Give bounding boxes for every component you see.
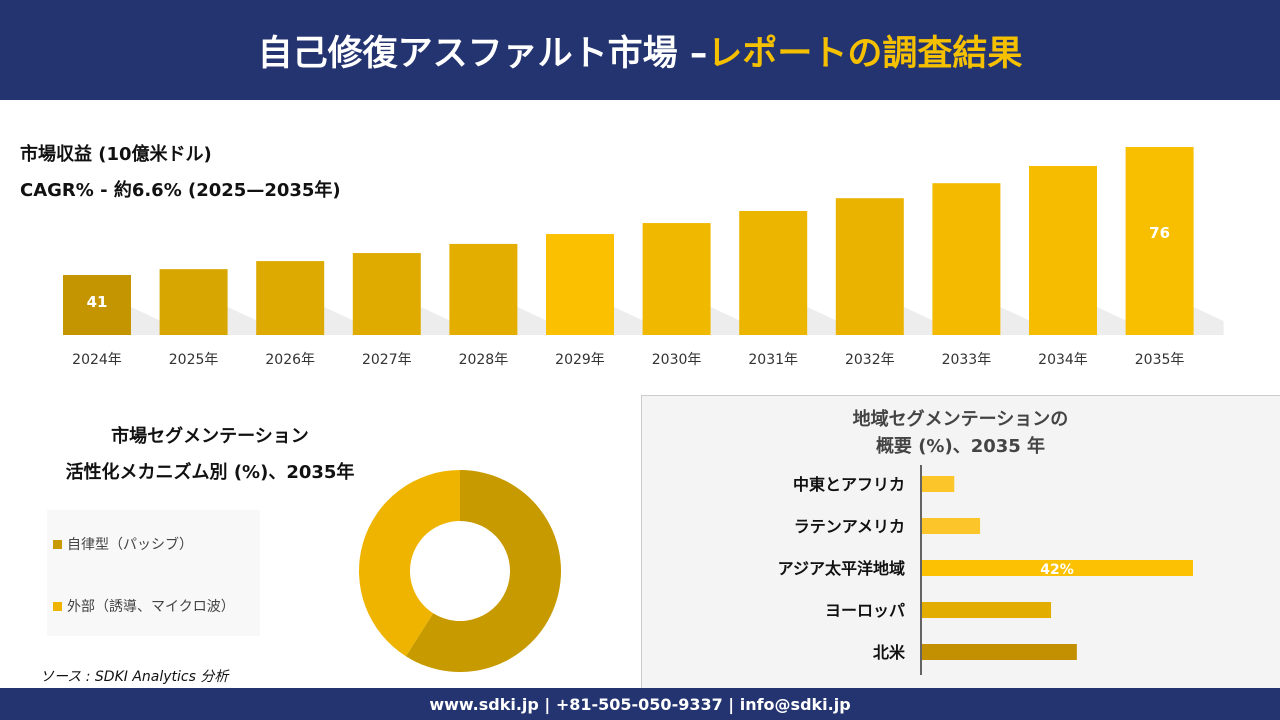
footer-contact: www.sdki.jp | +81-505-050-9337 | info@sd… xyxy=(0,688,1280,720)
segment-title-1: 市場セグメンテーション xyxy=(111,426,309,447)
revenue-bar xyxy=(1029,166,1097,335)
bar-shadow xyxy=(420,307,451,335)
revenue-label: 市場収益 (10億米ドル) xyxy=(20,144,212,165)
bar-shadow xyxy=(614,307,644,335)
bar-shadow xyxy=(903,307,934,335)
revenue-bar xyxy=(256,261,325,335)
segment-title-2: 活性化メカニズム別 (%)、2035年 xyxy=(65,462,355,483)
x-tick-label: 2031年 xyxy=(748,352,798,368)
bar-shadow xyxy=(807,307,838,335)
x-tick-label: 2025年 xyxy=(169,352,219,368)
region-title-2: 概要 (%)、2035 年 xyxy=(875,436,1046,457)
legend-item: 外部（誘導、マイクロ波） xyxy=(53,596,235,616)
x-tick-label: 2027年 xyxy=(362,352,412,368)
page-title-highlight: レポートの調査結果 xyxy=(707,33,1023,74)
region-label: ヨーロッパ xyxy=(825,601,905,620)
donut-slice xyxy=(358,470,460,657)
legend-item: 自律型（パッシブ） xyxy=(53,534,193,554)
region-bar xyxy=(922,476,955,492)
x-tick-label: 2029年 xyxy=(555,352,605,368)
x-tick-label: 2028年 xyxy=(459,352,509,368)
revenue-bar xyxy=(449,243,518,335)
bar-shadow xyxy=(131,307,161,335)
x-tick-label: 2034年 xyxy=(1038,352,1088,368)
region-panel xyxy=(641,395,1280,688)
region-bar xyxy=(922,644,1077,660)
revenue-bar xyxy=(1125,146,1194,335)
x-tick-label: 2030年 xyxy=(652,352,702,368)
x-tick-label: 2032年 xyxy=(845,352,895,368)
legend-swatch xyxy=(53,539,62,549)
donut-legend: 自律型（パッシブ） 外部（誘導、マイクロ波） xyxy=(47,510,260,636)
bar-shadow xyxy=(517,307,548,335)
x-tick-label: 2024年 xyxy=(72,352,122,368)
revenue-bar xyxy=(932,183,1001,335)
region-bar xyxy=(922,602,1052,618)
x-tick-label: 2035年 xyxy=(1135,352,1185,368)
region-label: アジア太平洋地域 xyxy=(778,559,905,578)
revenue-bar xyxy=(63,275,131,335)
region-label: 中東とアフリカ xyxy=(793,475,905,494)
revenue-bar xyxy=(352,253,421,335)
x-tick-label: 2026年 xyxy=(265,352,315,368)
region-label: ラテンアメリカ xyxy=(794,517,905,536)
revenue-bar xyxy=(546,234,614,335)
revenue-bar xyxy=(739,210,808,335)
source-note: ソース : SDKI Analytics 分析 xyxy=(40,669,229,685)
header-banner: 自己修復アスファルト市場 – レポートの調査結果 xyxy=(0,0,1280,100)
bar-shadow xyxy=(227,307,258,335)
revenue-bar xyxy=(835,198,904,335)
cagr-label: CAGR% - 約6.6% (2025—2035年) xyxy=(20,180,341,201)
x-tick-label: 2033年 xyxy=(942,352,992,368)
legend-swatch xyxy=(53,601,62,611)
donut-slice xyxy=(405,470,561,672)
bar-data-label: 76 xyxy=(1149,224,1170,242)
revenue-bar xyxy=(159,269,228,335)
region-title-1: 地域セグメンテーションの xyxy=(852,409,1069,430)
bar-shadow xyxy=(1193,307,1224,335)
bar-data-label: 41 xyxy=(87,293,108,311)
bar-shadow xyxy=(324,307,355,335)
region-data-label: 42% xyxy=(1040,562,1074,578)
revenue-bar-chart: 2024年 41 2025年 2026年 2027年 2028年 2029年 2030年 203… xyxy=(63,146,1224,368)
revenue-bar xyxy=(642,223,711,335)
region-bar xyxy=(922,560,1193,576)
region-label: 北米 xyxy=(873,643,906,662)
region-bar xyxy=(922,518,981,534)
bar-shadow xyxy=(1000,307,1031,335)
legend-label: 自律型（パッシブ） xyxy=(67,537,193,553)
bar-shadow xyxy=(710,307,741,335)
legend-label: 外部（誘導、マイクロ波） xyxy=(67,599,235,615)
page-title: 自己修復アスファルト市場 – xyxy=(257,33,708,74)
bar-shadow xyxy=(1097,307,1127,335)
